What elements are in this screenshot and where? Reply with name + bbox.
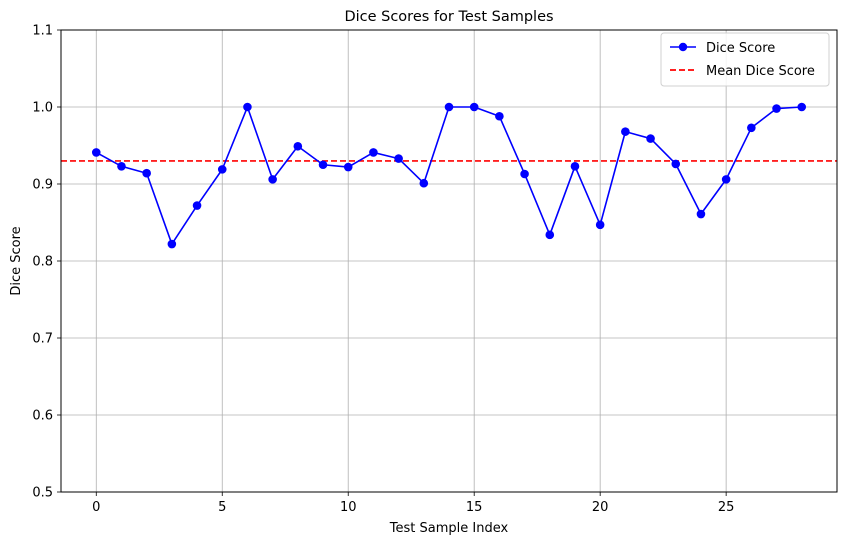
data-point xyxy=(696,209,706,219)
y-axis: 0.5 0.6 0.7 0.8 0.9 1.0 1.1 xyxy=(32,24,61,501)
data-point xyxy=(142,168,151,178)
data-point xyxy=(570,161,580,171)
x-tick-label: 0 xyxy=(92,500,100,515)
chart-title: Dice Scores for Test Samples xyxy=(344,9,553,25)
data-point xyxy=(444,102,454,112)
y-tick-label: 0.8 xyxy=(32,255,53,270)
data-point xyxy=(621,127,630,136)
y-tick-label: 1.0 xyxy=(32,101,53,116)
legend-label-mean-dice-score: Mean Dice Score xyxy=(706,64,815,79)
data-point xyxy=(192,201,202,210)
x-axis: 0 5 10 15 20 25 xyxy=(92,492,734,515)
x-tick-label: 5 xyxy=(218,500,226,515)
series xyxy=(91,102,807,249)
y-axis-title: Dice Score xyxy=(9,226,24,295)
data-point xyxy=(117,161,126,171)
data-point xyxy=(671,159,681,169)
y-tick-label: 0.6 xyxy=(32,409,53,424)
data-point xyxy=(721,175,731,184)
x-tick-label: 20 xyxy=(592,500,609,515)
data-point xyxy=(217,165,227,174)
data-point xyxy=(419,178,429,188)
data-point xyxy=(243,102,252,112)
y-tick-label: 1.1 xyxy=(32,24,53,39)
data-point xyxy=(343,162,353,172)
legend-label-dice-score: Dice Score xyxy=(706,41,775,56)
data-point xyxy=(495,111,504,121)
data-point xyxy=(545,230,555,240)
data-point xyxy=(394,154,403,163)
grid xyxy=(61,29,837,493)
x-tick-label: 10 xyxy=(340,500,357,515)
legend-marker-dice-score xyxy=(678,42,688,52)
data-point xyxy=(369,148,378,157)
data-point xyxy=(318,160,328,170)
data-point xyxy=(646,134,655,143)
x-tick-label: 25 xyxy=(718,500,735,515)
dice-score-line xyxy=(95,106,802,245)
data-point xyxy=(797,102,807,112)
legend: Dice Score Mean Dice Score xyxy=(660,32,830,87)
data-point xyxy=(469,102,479,112)
data-point xyxy=(293,141,303,151)
legend-box xyxy=(660,32,830,87)
data-point xyxy=(747,123,756,133)
y-tick-label: 0.9 xyxy=(32,178,53,193)
y-tick-label: 0.5 xyxy=(32,486,53,501)
data-point xyxy=(167,239,177,249)
x-axis-title: Test Sample Index xyxy=(389,521,509,536)
data-point xyxy=(268,175,277,184)
data-point xyxy=(91,148,101,157)
data-point xyxy=(772,104,781,113)
y-tick-label: 0.7 xyxy=(32,332,53,347)
x-tick-label: 15 xyxy=(466,500,483,515)
data-point xyxy=(520,169,529,179)
data-point xyxy=(595,220,605,230)
